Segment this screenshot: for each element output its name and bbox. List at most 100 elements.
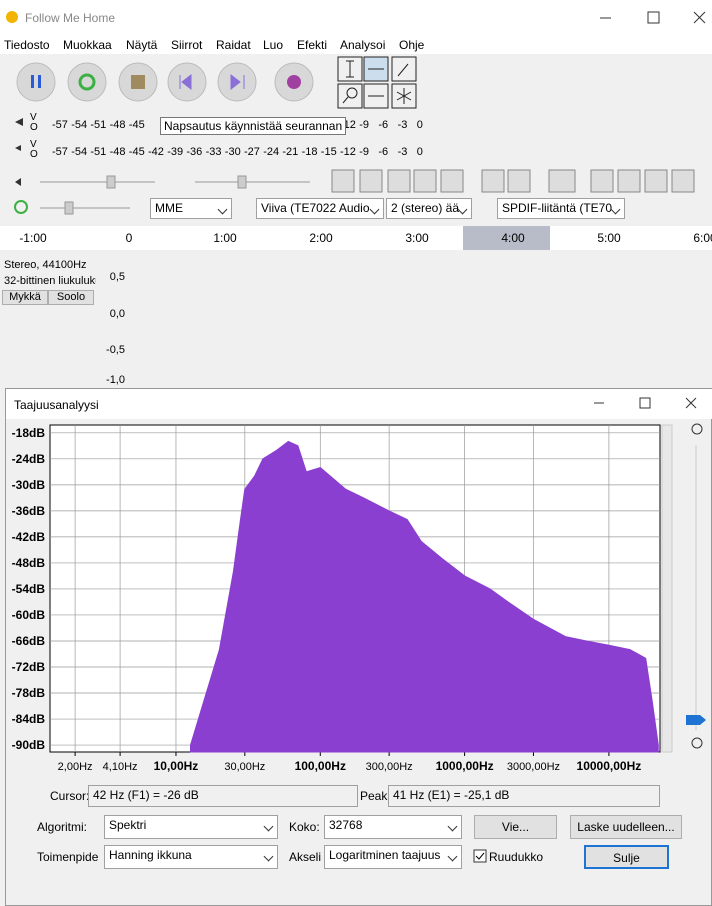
y-tick-label: -30dB (12, 478, 46, 492)
y-tick-label: -78dB (12, 686, 46, 700)
zoom-thumb[interactable] (686, 715, 706, 725)
timeline[interactable]: -1:00 0 1:00 2:00 3:00 4:00 5:00 6:00 (0, 226, 712, 250)
y-tick-label: -84dB (12, 712, 46, 726)
timeline-bg (0, 226, 712, 250)
function-select[interactable]: Hanning ikkuna (104, 845, 278, 869)
y-tick-label: -54dB (12, 582, 46, 596)
input-select[interactable]: Viiva (TE7022 Audio (256, 198, 384, 219)
menu-item[interactable]: Luo (263, 38, 284, 52)
y-tick-label: -24dB (12, 452, 46, 466)
x-tick-label: 30,00Hz (224, 761, 265, 773)
dialog-title-bar (6, 389, 712, 419)
x-tick-label: 4,10Hz (103, 761, 138, 773)
scrollbar[interactable] (661, 424, 673, 753)
replot-button[interactable]: Laske uudelleen... (570, 815, 682, 839)
close[interactable] (693, 11, 706, 24)
sliders[interactable] (40, 175, 310, 215)
menu-item[interactable]: Tiedosto (4, 38, 50, 52)
meter-tick: -27 (244, 146, 260, 158)
title-bar (0, 0, 712, 36)
function-label: Toimenpide (37, 850, 99, 864)
channel-label: O (30, 149, 38, 160)
meter-tick: 0 (416, 119, 423, 131)
meter-tick: -54 (71, 146, 88, 158)
playback-meter[interactable]: V O -57 -54 -51 -48 -45 -42 -39 -36 -33 -30 -27 -24 -2… (30, 139, 450, 162)
menu-item[interactable]: Siirrot (171, 38, 203, 52)
meter-tick: -45 (128, 119, 145, 131)
time-label: 0 (125, 231, 133, 245)
transport[interactable] (16, 62, 314, 102)
meter-tick: -24 (263, 146, 280, 158)
y-tick-label: -60dB (12, 608, 46, 622)
meter-tick: -45 (128, 146, 145, 158)
meter-tick: -57 (52, 119, 68, 131)
y-tick-label: -42dB (12, 530, 46, 544)
tools[interactable] (337, 56, 417, 109)
host-select[interactable]: MME (150, 198, 232, 219)
track-info: 32-bittinen liukuluku (4, 275, 96, 287)
timeline-selection (463, 226, 550, 250)
meter-tick: -33 (205, 146, 222, 158)
y-tick-label: -72dB (12, 660, 46, 674)
size-select[interactable]: 32768 (324, 815, 462, 839)
dialog-maximize[interactable] (639, 397, 651, 409)
time-label: 5:00 (597, 231, 621, 245)
channels-select[interactable]: 2 (stereo) ää (386, 198, 472, 219)
grid-checkbox[interactable] (473, 849, 487, 863)
meter-tick: 0 (416, 146, 423, 158)
axis-select[interactable]: Logaritminen taajuus (324, 845, 462, 869)
meter-tick: -21 (282, 146, 299, 158)
meter-tick: -9 (359, 146, 369, 158)
dialog-title: Taajuusanalyysi (14, 398, 99, 412)
time-label: 1:00 (213, 231, 237, 245)
meter-tick: -36 (186, 146, 203, 158)
menu-item[interactable]: Raidat (216, 38, 251, 52)
solo-button[interactable]: Soolo (48, 290, 94, 305)
algorithm-select[interactable]: Spektri (104, 815, 278, 839)
scale-label: -0,5 (106, 344, 125, 356)
meter-tick: -30 (224, 146, 241, 158)
x-tick-label: 300,00Hz (366, 761, 413, 773)
y-tick-label: -66dB (12, 634, 46, 648)
time-label: -1:00 (19, 231, 47, 245)
window-title: Follow Me Home (25, 11, 116, 25)
y-tick-label: -90dB (12, 738, 46, 752)
menu-item[interactable]: Efekti (297, 38, 328, 52)
meter-tick: -6 (378, 119, 389, 131)
menu-item[interactable]: Ohje (399, 38, 425, 52)
menu-item[interactable]: Näytä (126, 38, 158, 52)
close-button[interactable]: Sulje (584, 845, 669, 869)
meter-tick: -39 (167, 146, 184, 158)
zoom-out[interactable] (691, 737, 703, 749)
meter-tick: -6 (378, 146, 389, 158)
channel-label: O (30, 122, 38, 133)
meter-tick: -12 (340, 146, 356, 158)
menu-item[interactable]: Analysoi (340, 38, 386, 52)
output-select[interactable]: SPDIF-liitäntä (TE70 (497, 198, 625, 219)
checkmark (475, 852, 485, 860)
time-label: 2:00 (309, 231, 333, 245)
maximize[interactable] (647, 11, 660, 24)
menu-item[interactable]: Muokkaa (63, 38, 112, 52)
edit-tools[interactable] (331, 169, 695, 193)
x-tick-label: 10,00Hz (154, 759, 199, 773)
export-button[interactable]: Vie... (474, 815, 557, 839)
play-at-speed[interactable] (14, 200, 28, 214)
size-label: Koko: (289, 820, 320, 834)
x-tick-label: 10000,00Hz (577, 759, 642, 773)
dialog-close[interactable] (685, 397, 697, 409)
meter-tick: -54 (71, 119, 88, 131)
scale-label: -1,0 (106, 374, 125, 386)
grid-label[interactable]: Ruudukko (489, 850, 544, 864)
meter-tick: -18 (301, 146, 318, 158)
channel-label: V (30, 112, 37, 123)
mute-button[interactable]: Mykkä (2, 290, 48, 305)
cursor-label: Cursor: (50, 789, 90, 803)
toolbar-icons (0, 56, 712, 250)
y-tick-label: -36dB (12, 504, 46, 518)
zoom-in[interactable] (691, 423, 703, 435)
track-info: Stereo, 44100Hz (4, 259, 87, 271)
tooltip: Napsautus käynnistää seurannan (160, 117, 347, 135)
